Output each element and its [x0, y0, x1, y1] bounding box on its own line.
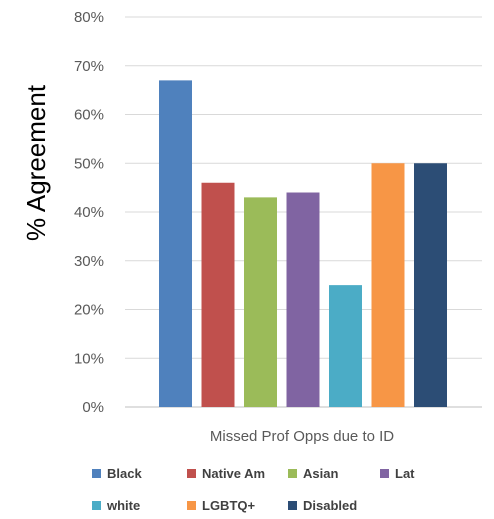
bars	[159, 80, 447, 407]
legend-label: Native Am	[202, 466, 266, 481]
y-axis-label: % Agreement	[21, 84, 51, 241]
y-tick-label: 20%	[74, 302, 104, 319]
legend-swatch	[92, 501, 101, 510]
bar-lat	[286, 192, 320, 407]
legend-swatch	[92, 469, 101, 478]
legend-label: Lat	[395, 466, 415, 481]
y-tick-label: 50%	[74, 155, 104, 172]
legend-item: Asian	[288, 466, 338, 481]
bar-disabled	[414, 163, 447, 407]
bar-lgbtq-	[371, 163, 405, 407]
legend-swatch	[288, 501, 297, 510]
y-axis-ticks: 0% 10% 20% 30% 40% 50% 60% 70% 80%	[74, 9, 104, 416]
legend-label: Black	[107, 466, 142, 481]
bar-asian	[244, 197, 277, 407]
legend-swatch	[380, 469, 389, 478]
legend-item: Native Am	[187, 466, 265, 481]
y-tick-label: 60%	[74, 107, 104, 124]
legend-swatch	[187, 501, 196, 510]
legend-label: LGBTQ+	[202, 498, 256, 513]
bar-white	[329, 285, 362, 407]
y-tick-label: 70%	[74, 58, 104, 75]
legend-label: Asian	[303, 466, 339, 481]
legend-item: Lat	[380, 466, 415, 481]
y-tick-label: 30%	[74, 253, 104, 270]
x-category-label: Missed Prof Opps due to ID	[210, 428, 394, 445]
legend-swatch	[288, 469, 297, 478]
y-tick-label: 10%	[74, 350, 104, 367]
legend-item: Disabled	[288, 498, 357, 513]
bar-black	[159, 80, 192, 407]
y-tick-label: 0%	[82, 399, 104, 416]
legend-item: LGBTQ+	[187, 498, 255, 513]
legend-swatch	[187, 469, 196, 478]
y-tick-label: 40%	[74, 204, 104, 221]
legend-item: white	[92, 498, 140, 513]
legend-label: white	[107, 498, 141, 513]
y-tick-label: 80%	[74, 9, 104, 26]
bar-chart: 0% 10% 20% 30% 40% 50% 60% 70% 80% % Agreement M…	[21, 9, 482, 445]
legend-label: Disabled	[303, 498, 358, 513]
bar-native-am	[201, 182, 235, 407]
legend-item: Black	[92, 466, 142, 481]
